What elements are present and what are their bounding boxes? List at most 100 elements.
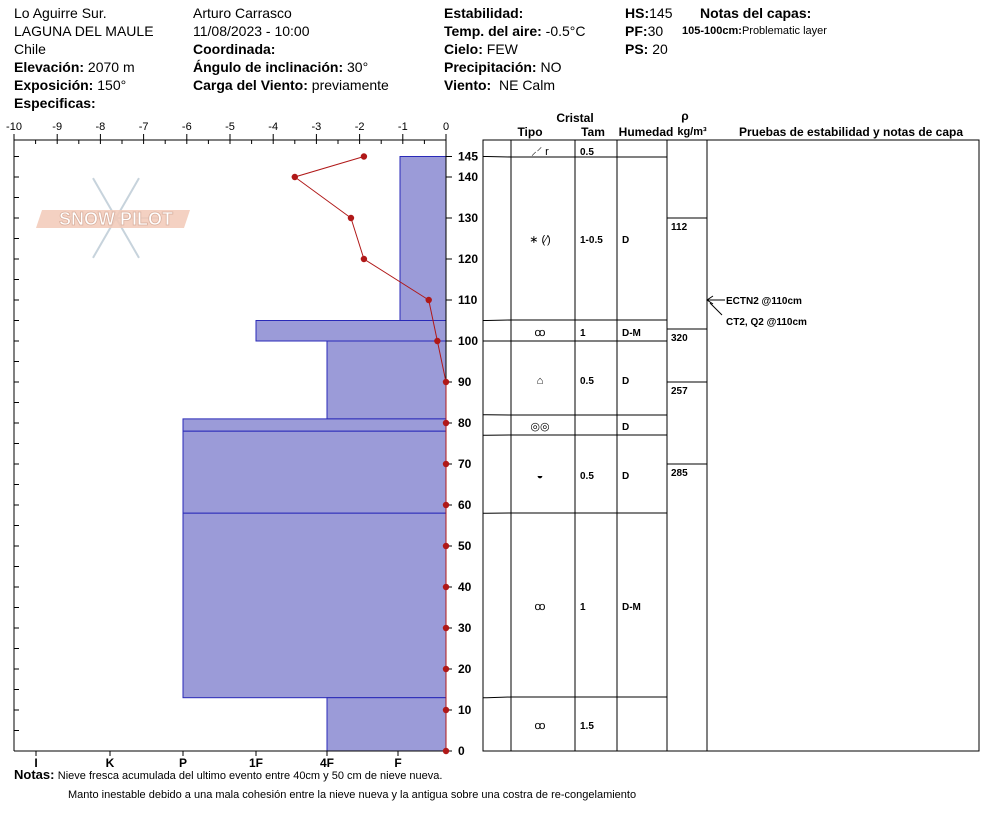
hardness-bar-4 (182, 430, 447, 514)
temperature-point (425, 296, 432, 304)
layer-tam-3: 0.5 (580, 376, 594, 387)
temp-tick-label: -6 (182, 121, 192, 133)
logo-text: SNOW PILOT (59, 209, 173, 229)
header-col2: Arturo Carrasco 11/08/2023 - 10:00 Coord… (193, 4, 389, 94)
layer-connector-1 (483, 319, 512, 321)
layer-tam-0: 0.5 (580, 147, 594, 158)
hardness-tick-label: 1F (249, 756, 263, 770)
temp-tick-label: 0 (443, 121, 449, 133)
height-tick-label: 70 (458, 457, 472, 471)
layer-connector-0 (483, 156, 512, 158)
location: Lo Aguirre Sur. (14, 5, 107, 21)
test-label-1: CT2, Q2 @110cm (726, 317, 807, 328)
temp-tick-label: -1 (398, 121, 408, 133)
temperature-point (442, 378, 450, 386)
wind-load: Carga del Viento: previamente (193, 77, 389, 93)
hardness-tick-label: 4F (320, 756, 334, 770)
temperature-point (442, 501, 450, 509)
layer-tipo-6: ꝏ (534, 601, 545, 613)
layer-humedad-1: D (622, 235, 629, 246)
notes-line-2-wrap: Manto inestable debido a una mala cohesi… (68, 787, 636, 801)
precipitation: Precipitación: NO (444, 59, 562, 75)
header-rho: ρ (681, 109, 688, 123)
pf: PF:30 (625, 23, 664, 39)
header-humedad: Humedad (619, 125, 674, 139)
range: LAGUNA DEL MAULE (14, 23, 154, 39)
notes-line-2: Manto inestable debido a una mala cohesi… (68, 789, 637, 801)
temp-tick-label: -5 (225, 121, 235, 133)
temperature-line (293, 156, 447, 751)
layer-tipo-3: ⌂ (537, 375, 544, 387)
layer-tam-6: 1 (580, 602, 586, 613)
coordinates: Coordinada: (193, 41, 276, 57)
height-tick-label: 40 (458, 580, 472, 594)
stability: Estabilidad: (444, 5, 524, 21)
height-tick-label: 20 (458, 662, 472, 676)
hardness-tick-label: F (394, 756, 401, 770)
snowpilot-logo: SNOW PILOT (36, 177, 190, 259)
temperature-point (360, 255, 368, 263)
layer-tam-1: 1-0.5 (580, 235, 603, 246)
temp-tick-label: -10 (6, 121, 22, 133)
height-tick-label: 80 (458, 416, 472, 430)
layer-tipo-4: ◎◎ (530, 421, 549, 433)
height-tick-label: 30 (458, 621, 472, 635)
layer-tam-5: 0.5 (580, 471, 594, 482)
layer-humedad-3: D (622, 376, 629, 387)
temperature-point (442, 624, 450, 632)
air-temp: Temp. del aire: -0.5°C (444, 23, 586, 39)
height-tick-label: 110 (458, 293, 478, 307)
hardness-bar-5 (182, 512, 447, 699)
temperature-point (442, 583, 450, 591)
temperature-point (442, 460, 450, 468)
test-label-0: ECTN2 @110cm (726, 296, 802, 307)
sky: Cielo: FEW (444, 41, 518, 57)
logo-banner (36, 210, 190, 228)
height-tick-label: 100 (458, 334, 478, 348)
hardness-bar-2 (326, 340, 447, 420)
datetime: 11/08/2023 - 10:00 (193, 23, 310, 39)
layer-note-text: Problematic layer (741, 25, 827, 37)
height-tick-label: 10 (458, 703, 472, 717)
temp-tick-label: -3 (312, 121, 322, 133)
height-tick-label: 120 (458, 252, 478, 266)
height-tick-label: 130 (458, 211, 478, 225)
layer-tam-2: 1 (580, 328, 586, 339)
temperature-point (434, 337, 441, 345)
density-value-3: 285 (671, 468, 688, 479)
hs: HS:145 (625, 5, 673, 21)
hardness-bar-0 (399, 156, 447, 321)
layer-tipo-2: ꝏ (534, 327, 545, 339)
slope: Ángulo de inclinación: 30° (193, 59, 369, 75)
layer-tipo-5: ◒ (537, 470, 544, 482)
height-tick-label: 50 (458, 539, 472, 553)
header-tests: Pruebas de estabilidad y notas de capa (739, 125, 963, 139)
wind: Viento: NE Calm (444, 77, 555, 93)
temp-tick-label: -9 (52, 121, 62, 133)
ps: PS: 20 (625, 41, 668, 57)
layer-tam-7: 1.5 (580, 721, 594, 732)
notes: Notas: Nieve fresca acumulada del ultimo… (14, 767, 442, 782)
hardness-bar-6 (326, 697, 447, 752)
test-arrowhead (706, 295, 714, 305)
temperature-point (442, 747, 450, 755)
layer-notes-title: Notas del capas: (700, 5, 812, 21)
temperature-point (442, 542, 450, 550)
hardness-bar-3 (182, 418, 447, 432)
height-tick-label: 0 (458, 744, 465, 758)
notes-line-1: Nieve fresca acumulada del ultimo evento… (57, 770, 443, 782)
height-tick-label: 90 (458, 375, 472, 389)
aspect: Exposición: 150° (14, 77, 127, 93)
header-cristal: Cristal (556, 111, 593, 125)
temperature-point (442, 706, 450, 714)
layer-humedad-2: D-M (622, 328, 641, 339)
header-density-unit: kg/m³ (677, 126, 707, 138)
temperature-point (442, 419, 450, 427)
density-value-2: 257 (671, 386, 688, 397)
header-tam: Tam (581, 125, 605, 139)
density-value-1: 320 (671, 333, 688, 344)
height-tick-label: 60 (458, 498, 472, 512)
observer: Arturo Carrasco (193, 5, 292, 21)
hardness-tick-label: I (34, 756, 37, 770)
